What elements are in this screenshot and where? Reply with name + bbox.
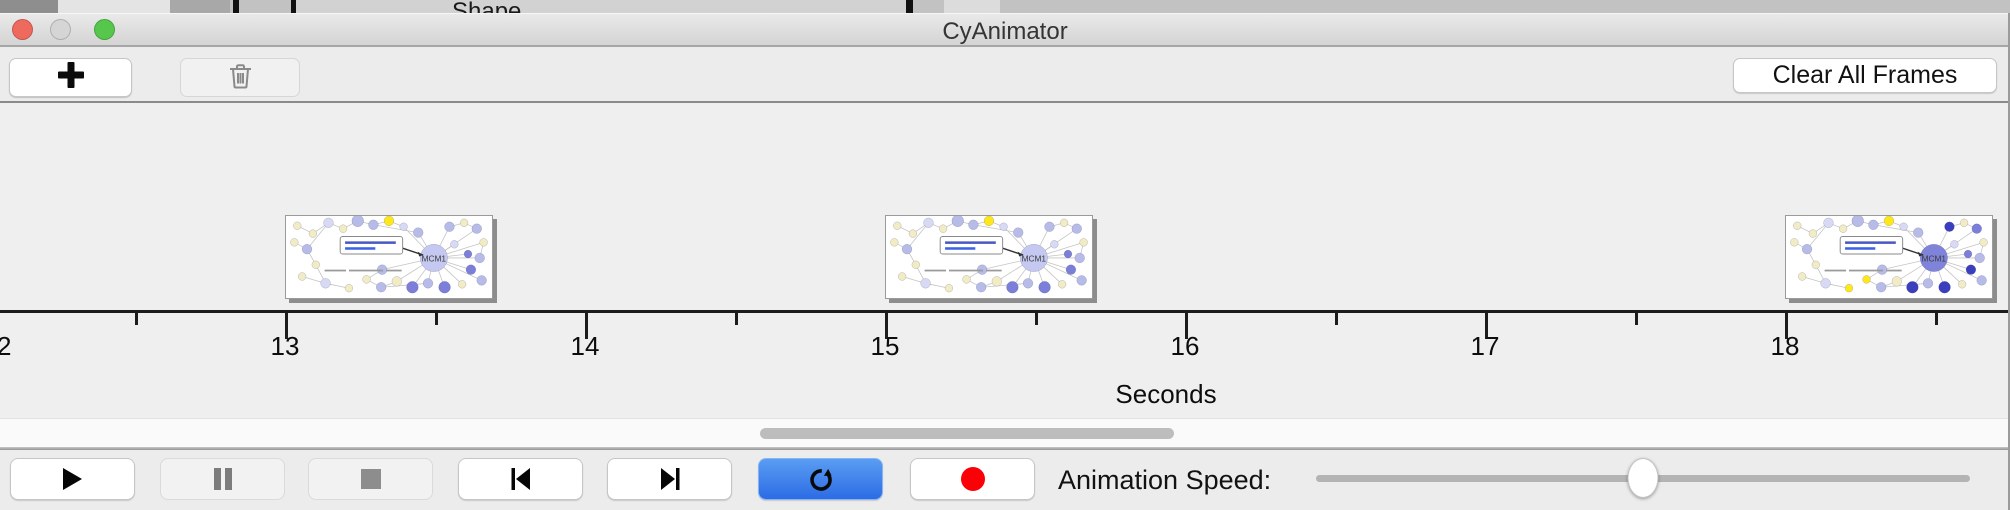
- tick-label: 16: [1170, 331, 1200, 361]
- animation-speed-label: Animation Speed:: [1058, 465, 1272, 495]
- record-button[interactable]: [910, 458, 1035, 500]
- tick-label: 12: [0, 331, 12, 361]
- minor-tick: [1335, 313, 1338, 325]
- major-tick: [1785, 313, 1788, 339]
- clear-all-frames-label: Clear All Frames: [1772, 61, 1958, 89]
- timeline-scrollbar-track[interactable]: [0, 418, 2010, 447]
- minor-tick: [735, 313, 738, 325]
- clear-all-frames-button[interactable]: Clear All Frames: [1733, 58, 1997, 93]
- skip-end-button[interactable]: [607, 458, 732, 500]
- background-app-strip: Shape: [0, 0, 2010, 13]
- slider-knob[interactable]: [1627, 458, 1659, 498]
- major-tick: [1185, 313, 1188, 339]
- timeline-scrollbar-thumb[interactable]: [760, 428, 1174, 439]
- tick-label: 18: [1770, 331, 1800, 361]
- background-segment: [296, 0, 906, 13]
- major-tick: [585, 313, 588, 339]
- pause-button[interactable]: [160, 458, 285, 500]
- skip-start-button[interactable]: [458, 458, 583, 500]
- major-tick: [1485, 313, 1488, 339]
- svg-text:MCM1: MCM1: [1022, 253, 1047, 263]
- background-segment: [0, 0, 58, 13]
- axis-unit-label: Seconds: [1115, 379, 1217, 409]
- frame-thumbnail[interactable]: MCM1: [285, 215, 493, 299]
- plus-icon: [57, 62, 84, 93]
- window-title: CyAnimator: [942, 18, 1068, 45]
- window-right-border: [2008, 13, 2010, 510]
- transport-bar: Animation Speed:: [0, 450, 2010, 510]
- tick-label: 15: [870, 331, 900, 361]
- minor-tick: [1935, 313, 1938, 325]
- background-app-text: Shape: [452, 0, 521, 13]
- skip-start-icon: [509, 467, 533, 491]
- tick-label: 14: [570, 331, 600, 361]
- panel-divider: [0, 447, 2010, 450]
- loop-button[interactable]: [758, 458, 883, 500]
- close-button[interactable]: [12, 19, 33, 40]
- pause-icon: [211, 467, 235, 491]
- play-icon: [62, 467, 84, 491]
- animation-speed-slider[interactable]: [1316, 450, 1970, 508]
- record-icon: [960, 466, 986, 492]
- minor-tick: [1635, 313, 1638, 325]
- background-glyph: [291, 0, 296, 13]
- background-glyph: [906, 0, 913, 13]
- skip-end-icon: [658, 467, 682, 491]
- minimize-button[interactable]: [50, 19, 71, 40]
- timeline-ruler: [0, 310, 2010, 313]
- add-frame-button[interactable]: [9, 58, 132, 97]
- trash-icon: [228, 62, 253, 94]
- tick-label: 17: [1470, 331, 1500, 361]
- stop-icon: [360, 469, 381, 489]
- frames-toolbar: Clear All Frames: [0, 47, 2010, 103]
- svg-text:MCM1: MCM1: [1922, 253, 1947, 263]
- zoom-button[interactable]: [94, 19, 115, 40]
- svg-text:MCM1: MCM1: [422, 253, 447, 263]
- timeline-panel[interactable]: 12 13 14 15 16 17 18 MCM1 MCM1 MCM1 Seconds: [0, 103, 2010, 447]
- delete-frame-button[interactable]: [180, 58, 300, 97]
- play-button[interactable]: [10, 458, 135, 500]
- major-tick: [885, 313, 888, 339]
- frame-thumbnail[interactable]: MCM1: [1785, 215, 1993, 299]
- background-segment: [58, 0, 170, 13]
- minor-tick: [435, 313, 438, 325]
- title-bar: CyAnimator: [0, 13, 2010, 47]
- minor-tick: [1035, 313, 1038, 325]
- background-tab: [944, 0, 1000, 13]
- background-glyph: [233, 0, 239, 13]
- major-tick: [285, 313, 288, 339]
- minor-tick: [135, 313, 138, 325]
- frame-thumbnail[interactable]: MCM1: [885, 215, 1093, 299]
- loop-icon: [807, 465, 835, 493]
- tick-label: 13: [270, 331, 300, 361]
- background-segment: [170, 0, 230, 13]
- stop-button[interactable]: [308, 458, 433, 500]
